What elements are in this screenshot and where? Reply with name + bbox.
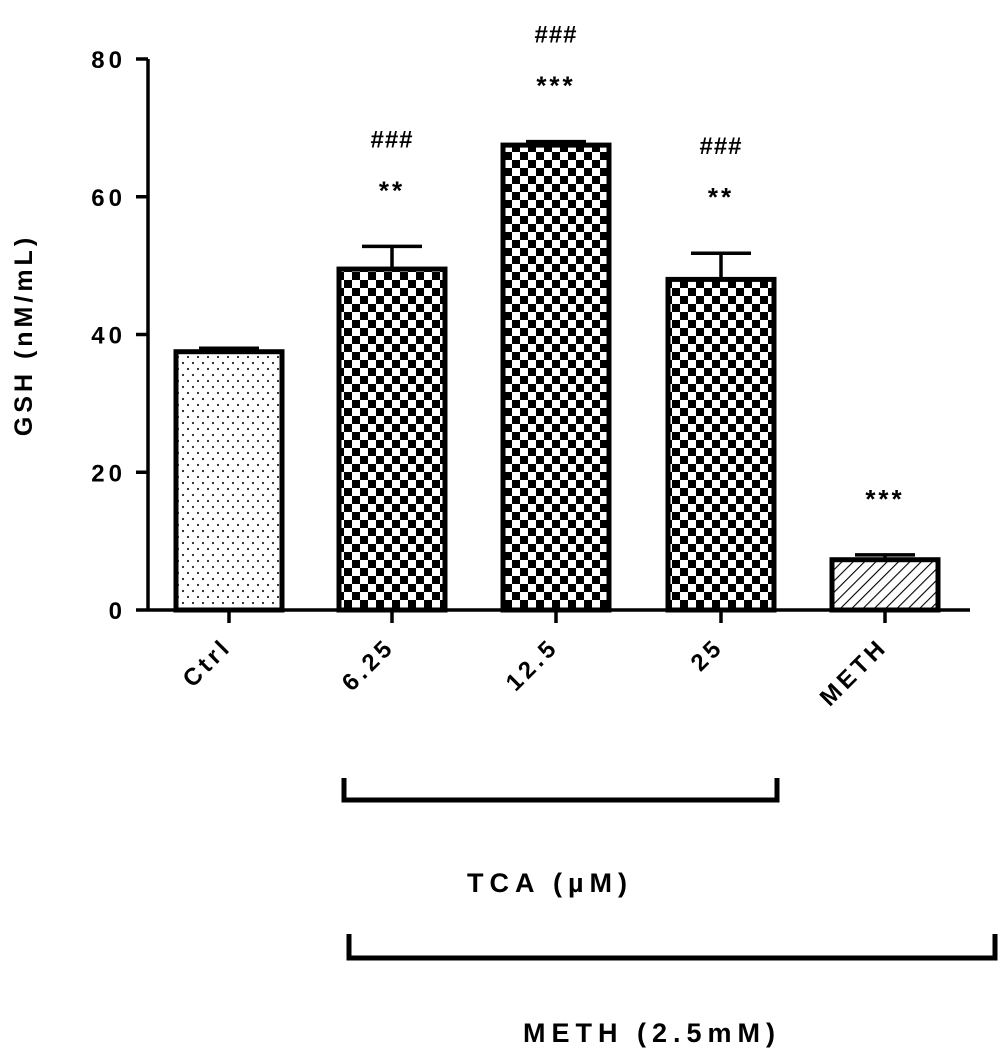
y-tick-label: 20 (91, 460, 126, 487)
significance-stars: ** (708, 182, 734, 212)
group-bracket (341, 778, 780, 803)
bar-METH (829, 557, 941, 613)
significance-hashes: ### (370, 126, 413, 153)
x-tick-label: 12.5 (501, 633, 564, 696)
y-axis-label: GSH (nM/mL) (10, 234, 38, 436)
y-axis: 0 20 40 60 80 (91, 47, 150, 625)
y-tick-label: 40 (91, 323, 126, 350)
y-tick-label: 60 (91, 185, 126, 212)
significance-stars: *** (865, 484, 904, 514)
x-tick-label: 6.25 (337, 633, 400, 696)
significance-hashes: ### (699, 133, 742, 160)
bar-12.5 (500, 142, 612, 613)
bar-25 (665, 276, 777, 613)
significance-stars: *** (536, 71, 575, 101)
bar-Ctrl (173, 349, 285, 613)
significance-annotations: ** ### *** ### ** ### *** (370, 22, 904, 514)
group-bracket (346, 934, 998, 961)
bar-6.25 (336, 266, 448, 613)
x-tick-label: Ctrl (178, 633, 238, 693)
x-tick-label: 25 (686, 633, 730, 677)
group-brackets: TCA (µM) METH (2.5mM) (341, 778, 998, 1048)
y-tick-label: 80 (91, 47, 126, 74)
group-label: METH (2.5mM) (523, 1018, 781, 1048)
x-axis: Ctrl 6.25 12.5 25 METH (148, 608, 970, 712)
y-tick-label: 0 (109, 598, 126, 625)
bars (173, 139, 941, 613)
significance-hashes: ### (534, 22, 577, 49)
group-label: TCA (µM) (467, 868, 633, 898)
significance-stars: ** (379, 175, 405, 205)
x-tick-label: METH (815, 633, 893, 711)
